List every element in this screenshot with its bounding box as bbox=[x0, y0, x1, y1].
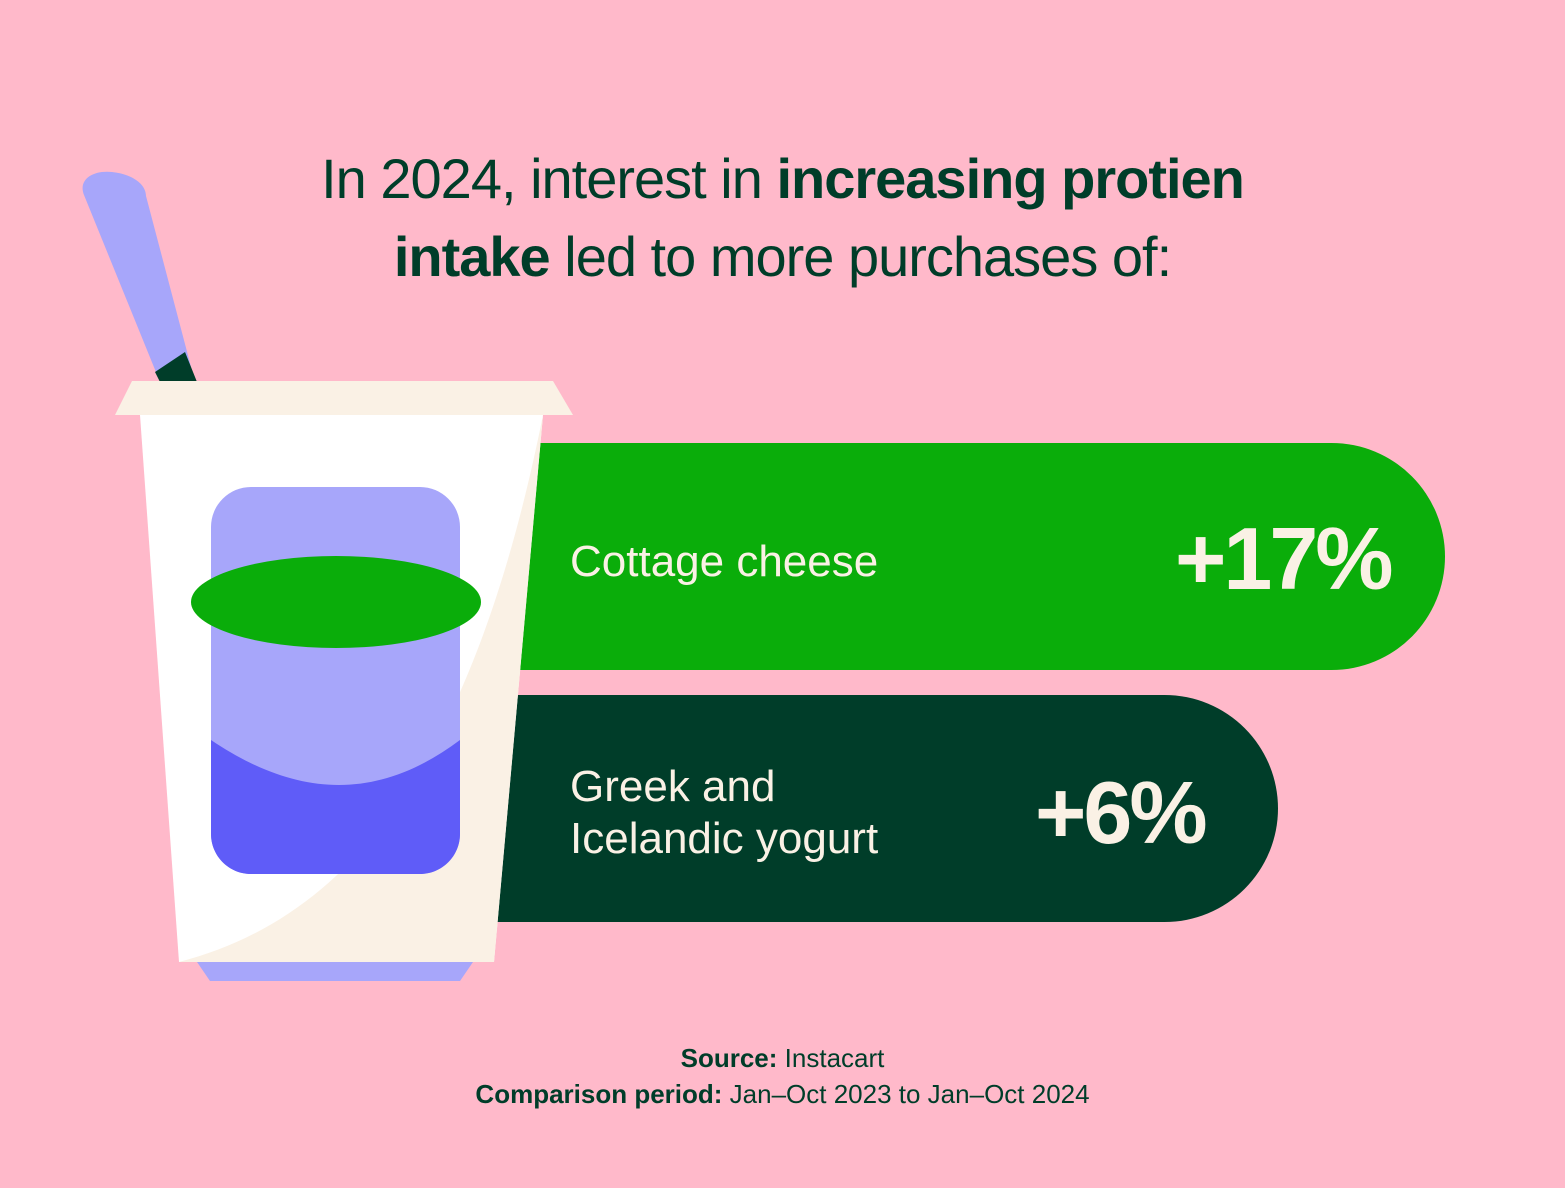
headline-line-2: intake led to more purchases of: bbox=[0, 218, 1565, 296]
spoon-icon bbox=[82, 171, 197, 382]
bar-greek-icelandic-yogurt bbox=[470, 695, 1278, 922]
headline-emphasis: increasing protien bbox=[776, 147, 1244, 210]
period-value: Jan–Oct 2023 to Jan–Oct 2024 bbox=[722, 1079, 1090, 1109]
source-line: Source: Instacart bbox=[0, 1040, 1565, 1076]
bar-label-cottage-cheese: Cottage cheese bbox=[570, 537, 879, 586]
headline: In 2024, interest in increasing protien … bbox=[0, 140, 1565, 296]
source-label: Source: bbox=[680, 1043, 778, 1073]
source-value: Instacart bbox=[777, 1043, 885, 1073]
bar-cottage-cheese bbox=[500, 443, 1445, 670]
headline-text: led to more purchases of: bbox=[549, 225, 1172, 288]
footer: Source: Instacart Comparison period: Jan… bbox=[0, 1040, 1565, 1112]
bar-value-cottage-cheese: +17% bbox=[1175, 509, 1394, 608]
headline-emphasis: intake bbox=[393, 225, 551, 288]
bar-value-greek-yogurt: +6% bbox=[1035, 763, 1208, 862]
period-label: Comparison period: bbox=[475, 1079, 723, 1109]
bar-label-greek-yogurt-line-1: Greek and bbox=[570, 762, 776, 811]
period-line: Comparison period: Jan–Oct 2023 to Jan–O… bbox=[0, 1076, 1565, 1112]
headline-text: In 2024, interest in bbox=[321, 147, 777, 210]
bar-label-greek-yogurt-line-2: Icelandic yogurt bbox=[570, 814, 879, 863]
headline-line-1: In 2024, interest in increasing protien bbox=[0, 140, 1565, 218]
